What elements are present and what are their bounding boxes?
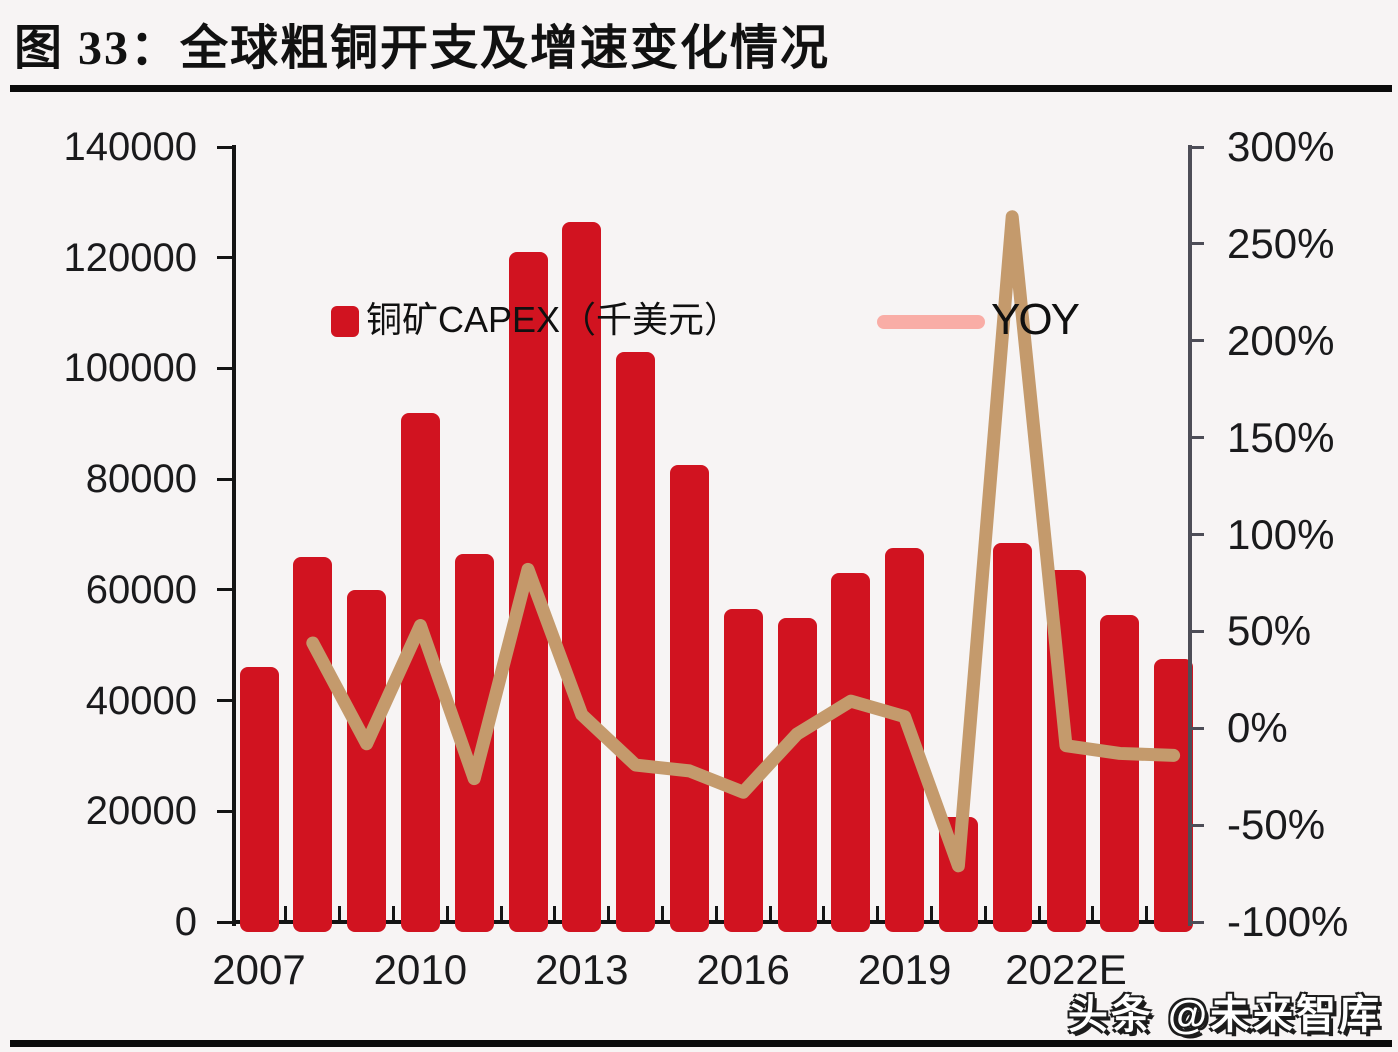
x-axis-tick [338,906,342,922]
left-axis-tick-label: 40000 [85,678,197,723]
bar-2020 [938,816,978,932]
left-axis-tick-label: 120000 [63,235,197,280]
bar-2016 [723,609,763,932]
x-axis-tick [768,906,772,922]
x-axis-tick-label: 2016 [696,946,790,993]
right-axis-tick-label: -50% [1227,801,1326,849]
left-axis-tick [217,588,233,592]
right-axis-tick [1190,242,1204,246]
legend-bar-label: 铜矿CAPEX（千美元） [366,299,741,340]
right-axis-tick [1190,533,1204,536]
right-axis-tick-label: 0% [1227,704,1288,752]
right-axis-tick [1190,920,1204,924]
right-axis-tick-label: 300% [1227,123,1335,170]
figure-title: 图 33：全球粗铜开支及增速变化情况 [14,22,831,75]
left-axis-tick [217,145,233,149]
bar-2007 [239,667,279,932]
right-axis-tick [1190,339,1204,343]
right-axis-tick [1190,726,1204,730]
bar-2023E [1100,614,1140,932]
right-axis-tick-label: 100% [1227,510,1335,558]
title-divider [10,85,1392,92]
legend-yoy-label: YOY [991,295,1080,344]
x-axis-tick [553,906,557,922]
bar-2018 [831,573,871,932]
x-axis-tick [607,906,611,922]
bar-2021 [992,542,1032,932]
x-axis-tick [1145,906,1149,922]
x-axis-tick [1037,906,1041,922]
x-axis-tick [876,906,880,922]
x-axis-tick [1091,906,1095,922]
right-axis-tick-label: 250% [1227,219,1335,267]
left-axis-tick-label: 60000 [85,567,197,612]
left-axis-tick-label: 20000 [85,789,197,834]
right-axis-tick-label: 200% [1227,316,1335,364]
bar-2022E [1046,570,1086,932]
x-axis-tick-label: 2007 [212,946,306,993]
bar-2019 [885,548,925,932]
right-axis-tick [1190,629,1204,633]
legend-yoy-swatch [877,315,985,329]
right-axis-tick [1190,823,1204,827]
bar-2008 [293,556,333,932]
bottom-divider [10,1040,1392,1047]
left-axis-line [232,145,236,926]
x-axis-tick [284,906,288,922]
left-axis-tick-label: 80000 [85,457,197,502]
left-axis-tick [217,366,233,370]
bar-2012 [508,252,548,932]
right-axis-tick-label: 50% [1227,607,1312,655]
left-axis-tick [217,920,233,924]
bar-2014 [616,351,656,932]
bar-2015 [669,465,709,932]
legend: 铜矿CAPEX（千美元） YOY [0,140,1398,344]
x-axis-tick [822,906,826,922]
right-axis-line [1188,145,1192,926]
x-axis-tick-label: 2022E [1005,946,1127,993]
left-axis-tick [217,809,233,813]
x-axis-tick-label: 2013 [535,946,629,993]
bottom-axis-line [232,920,1192,924]
left-axis-tick-label: 140000 [63,125,197,169]
bar-2010 [400,412,440,932]
x-axis-tick [714,906,718,922]
x-axis-tick [930,906,933,922]
x-axis-tick [661,906,664,922]
x-axis-tick [499,906,503,922]
left-axis-tick-label: 100000 [63,346,197,391]
watermark: 头条 @未来智库 [1067,993,1382,1037]
left-axis-tick [217,256,233,260]
bar-2009 [347,589,387,932]
x-axis-tick [392,906,395,922]
right-axis-tick [1190,145,1204,149]
legend-bar-swatch [331,306,359,337]
right-axis-tick [1190,436,1204,440]
left-axis-tick [217,477,233,481]
x-axis-tick-label: 2010 [373,946,468,993]
bar-2017 [777,617,817,932]
left-axis-tick-label: 0 [174,900,197,944]
right-axis-tick-label: 150% [1227,413,1335,461]
x-axis-tick [445,906,449,922]
right-axis-tick-label: -100% [1227,898,1349,945]
x-axis-tick [983,906,987,922]
left-axis-tick [217,699,233,703]
x-axis-tick-label: 2019 [857,946,952,993]
bar-2011 [454,553,494,932]
